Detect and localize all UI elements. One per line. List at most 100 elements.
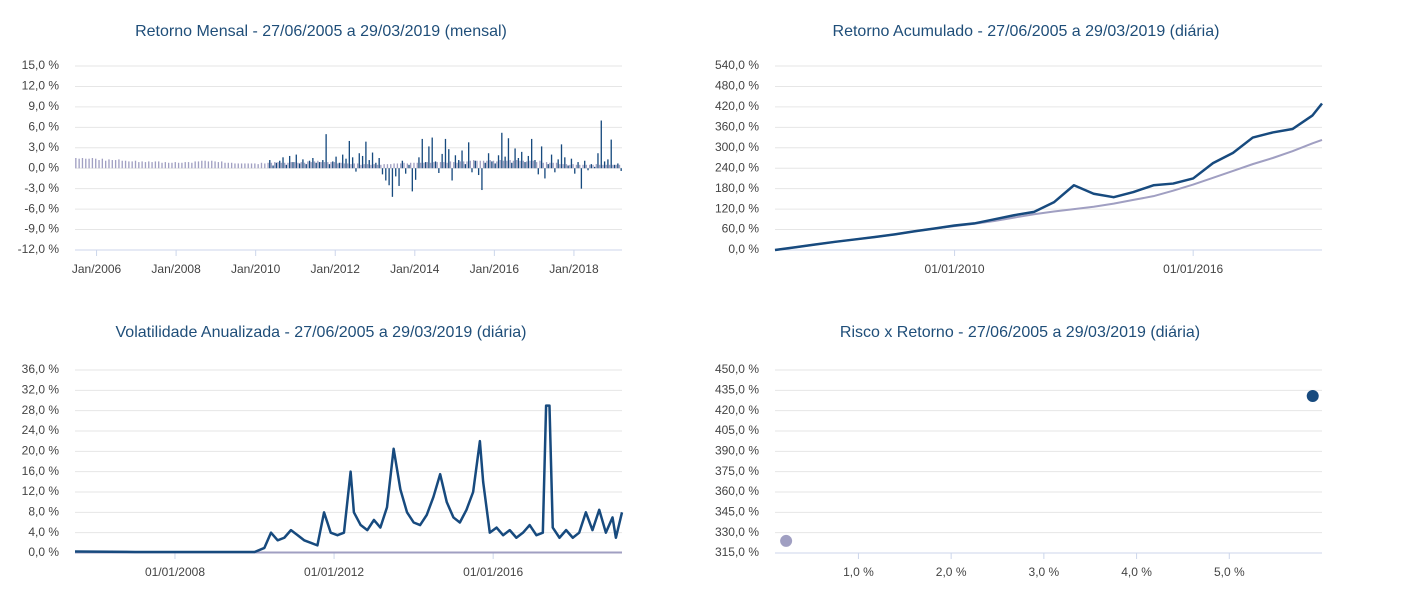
bar <box>419 162 422 169</box>
bar <box>597 153 599 169</box>
line <box>774 102 1323 252</box>
bar <box>464 164 467 169</box>
bar <box>448 149 450 169</box>
bar <box>297 162 299 169</box>
bar <box>325 134 327 169</box>
bar <box>433 162 435 169</box>
y-tick-label: 360,0 % <box>715 484 759 498</box>
y-tick-label: 420,0 % <box>715 403 759 417</box>
bar <box>371 152 374 169</box>
y-tick-label: 20,0 % <box>22 444 60 458</box>
bar <box>373 164 375 169</box>
y-tick-label: 435,0 % <box>715 383 759 397</box>
bar <box>436 162 438 169</box>
bar <box>479 160 481 169</box>
bar <box>342 154 344 169</box>
bar <box>511 162 513 169</box>
bar <box>121 160 123 169</box>
bar <box>507 138 510 169</box>
bar <box>370 164 372 169</box>
bar <box>332 161 334 169</box>
y-tick-label: 0,0 % <box>28 545 59 559</box>
bar <box>620 168 622 171</box>
bar <box>484 162 486 169</box>
y-tick-label: 28,0 % <box>22 403 60 417</box>
bar <box>308 160 311 169</box>
bar <box>388 168 390 186</box>
bar <box>560 144 563 169</box>
bar <box>504 156 506 169</box>
bar <box>559 164 561 169</box>
bar <box>237 163 239 169</box>
chart-title: Retorno Mensal - 27/06/2005 a 29/03/2019… <box>135 23 507 40</box>
bar <box>428 146 430 169</box>
bar <box>550 154 553 169</box>
bar <box>343 163 346 169</box>
y-tick-label: 330,0 % <box>715 525 759 539</box>
bar <box>138 162 140 169</box>
bar <box>207 161 210 169</box>
bar <box>134 160 137 169</box>
bar <box>476 160 478 169</box>
bar <box>456 162 458 169</box>
bar <box>593 166 596 169</box>
bar <box>290 162 292 169</box>
bar <box>516 160 518 169</box>
bar <box>275 162 278 169</box>
bar <box>519 160 521 169</box>
bar <box>285 164 288 169</box>
bar <box>463 161 465 169</box>
bar <box>577 162 579 169</box>
bar <box>471 168 473 173</box>
bar <box>522 160 525 169</box>
point <box>1306 390 1319 403</box>
x-tick-label: 01/01/2016 <box>1163 262 1223 276</box>
bar <box>355 168 357 172</box>
bar <box>128 161 130 169</box>
y-tick-label: 360,0 % <box>715 120 759 134</box>
bar <box>141 161 143 169</box>
bar <box>554 168 556 173</box>
bar <box>345 158 347 169</box>
bar <box>274 162 276 169</box>
bar <box>398 168 400 186</box>
bar <box>501 132 503 169</box>
bar <box>613 164 616 169</box>
bar <box>585 164 588 169</box>
y-tick-label: 0,0 % <box>728 242 759 256</box>
bar <box>567 165 569 169</box>
bar <box>293 162 296 169</box>
bar <box>114 160 117 169</box>
bar <box>131 161 133 169</box>
bar <box>443 162 445 169</box>
bar <box>303 162 306 169</box>
bar <box>545 162 548 169</box>
bar <box>340 162 342 169</box>
bar <box>434 161 437 169</box>
bar <box>446 162 448 169</box>
bar <box>214 161 216 169</box>
bar <box>579 164 581 169</box>
bar <box>526 161 528 169</box>
bar <box>506 160 508 169</box>
bar <box>564 157 566 169</box>
y-tick-label: 240,0 % <box>715 160 759 174</box>
bar <box>376 164 379 169</box>
y-tick-label: 120,0 % <box>715 201 759 215</box>
bar <box>411 168 413 192</box>
bar <box>350 164 352 169</box>
bar <box>174 162 176 169</box>
bar <box>461 150 463 169</box>
bar <box>598 164 601 169</box>
bar <box>466 161 468 169</box>
bar <box>204 160 206 169</box>
bar <box>217 162 220 169</box>
x-tick-label: 4,0 % <box>1121 565 1152 579</box>
y-tick-label: 540,0 % <box>715 58 759 72</box>
bar <box>409 162 412 169</box>
bar <box>537 168 539 175</box>
bar <box>307 161 309 169</box>
bar <box>468 142 470 169</box>
bar <box>474 160 476 169</box>
